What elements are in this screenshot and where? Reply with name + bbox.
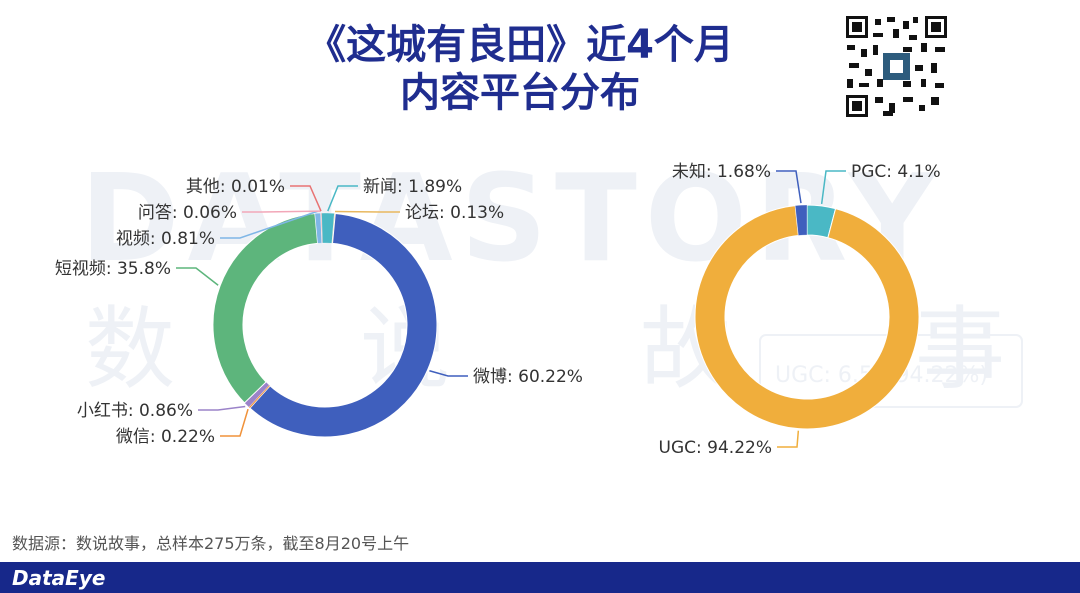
page-title-line1: 《这城有良田》近4个月: [306, 22, 734, 68]
data-label-1-1: 论坛: 0.13%: [405, 203, 504, 223]
leader-line-1-1: [335, 210, 400, 213]
leader-line-2-2: [776, 170, 802, 204]
data-label-1-4: 小红书: 0.86%: [77, 401, 193, 421]
donut-slice-2-1[interactable]: [694, 205, 920, 430]
data-label-1-3: 微信: 0.22%: [116, 427, 215, 447]
data-label-2-1: UGC: 94.22%: [659, 438, 772, 458]
qr-code-icon: [843, 13, 950, 120]
data-label-2-0: PGC: 4.1%: [851, 162, 941, 182]
leader-line-1-5: [176, 267, 219, 286]
data-label-1-0: 新闻: 1.89%: [363, 177, 462, 197]
donut-slice-1-5[interactable]: [212, 212, 319, 404]
donut-chart-platform: 新闻: 1.89% 论坛: 0.13% 微博: 60.22% 微信: 0.22% 小红书…: [55, 177, 583, 447]
data-label-1-5: 短视频: 35.8%: [55, 259, 171, 279]
footer-bar: DataEye: [0, 562, 1080, 593]
leader-line-1-0: [327, 185, 358, 212]
source-note: 数据源：数说故事，总样本275万条，截至8月20号上午: [12, 534, 410, 553]
leader-line-2-0: [820, 170, 846, 205]
page-title-line2: 内容平台分布: [400, 70, 640, 116]
leader-line-1-2: [429, 370, 468, 377]
leader-line-1-8: [290, 185, 322, 212]
donut-slice-1-8[interactable]: [320, 212, 323, 244]
leader-line-1-3: [220, 408, 249, 437]
data-label-1-7: 问答: 0.06%: [138, 203, 237, 223]
leader-line-1-7: [242, 210, 321, 213]
leader-line-1-4: [198, 405, 246, 411]
leader-line-1-6: [220, 210, 318, 239]
data-label-2-2: 未知: 1.68%: [672, 162, 771, 182]
donut-chart-content-type: PGC: 4.1% UGC: 94.22% 未知: 1.68%: [659, 162, 941, 458]
leader-line-2-1: [777, 430, 800, 448]
data-label-1-6: 视频: 0.81%: [116, 229, 215, 249]
brand-logo: DataEye: [12, 566, 106, 590]
data-label-1-8: 其他: 0.01%: [186, 177, 285, 197]
donut-slice-2-2[interactable]: [795, 204, 808, 236]
data-label-1-2: 微博: 60.22%: [473, 367, 583, 387]
donut-slice-1-2[interactable]: [249, 212, 438, 438]
